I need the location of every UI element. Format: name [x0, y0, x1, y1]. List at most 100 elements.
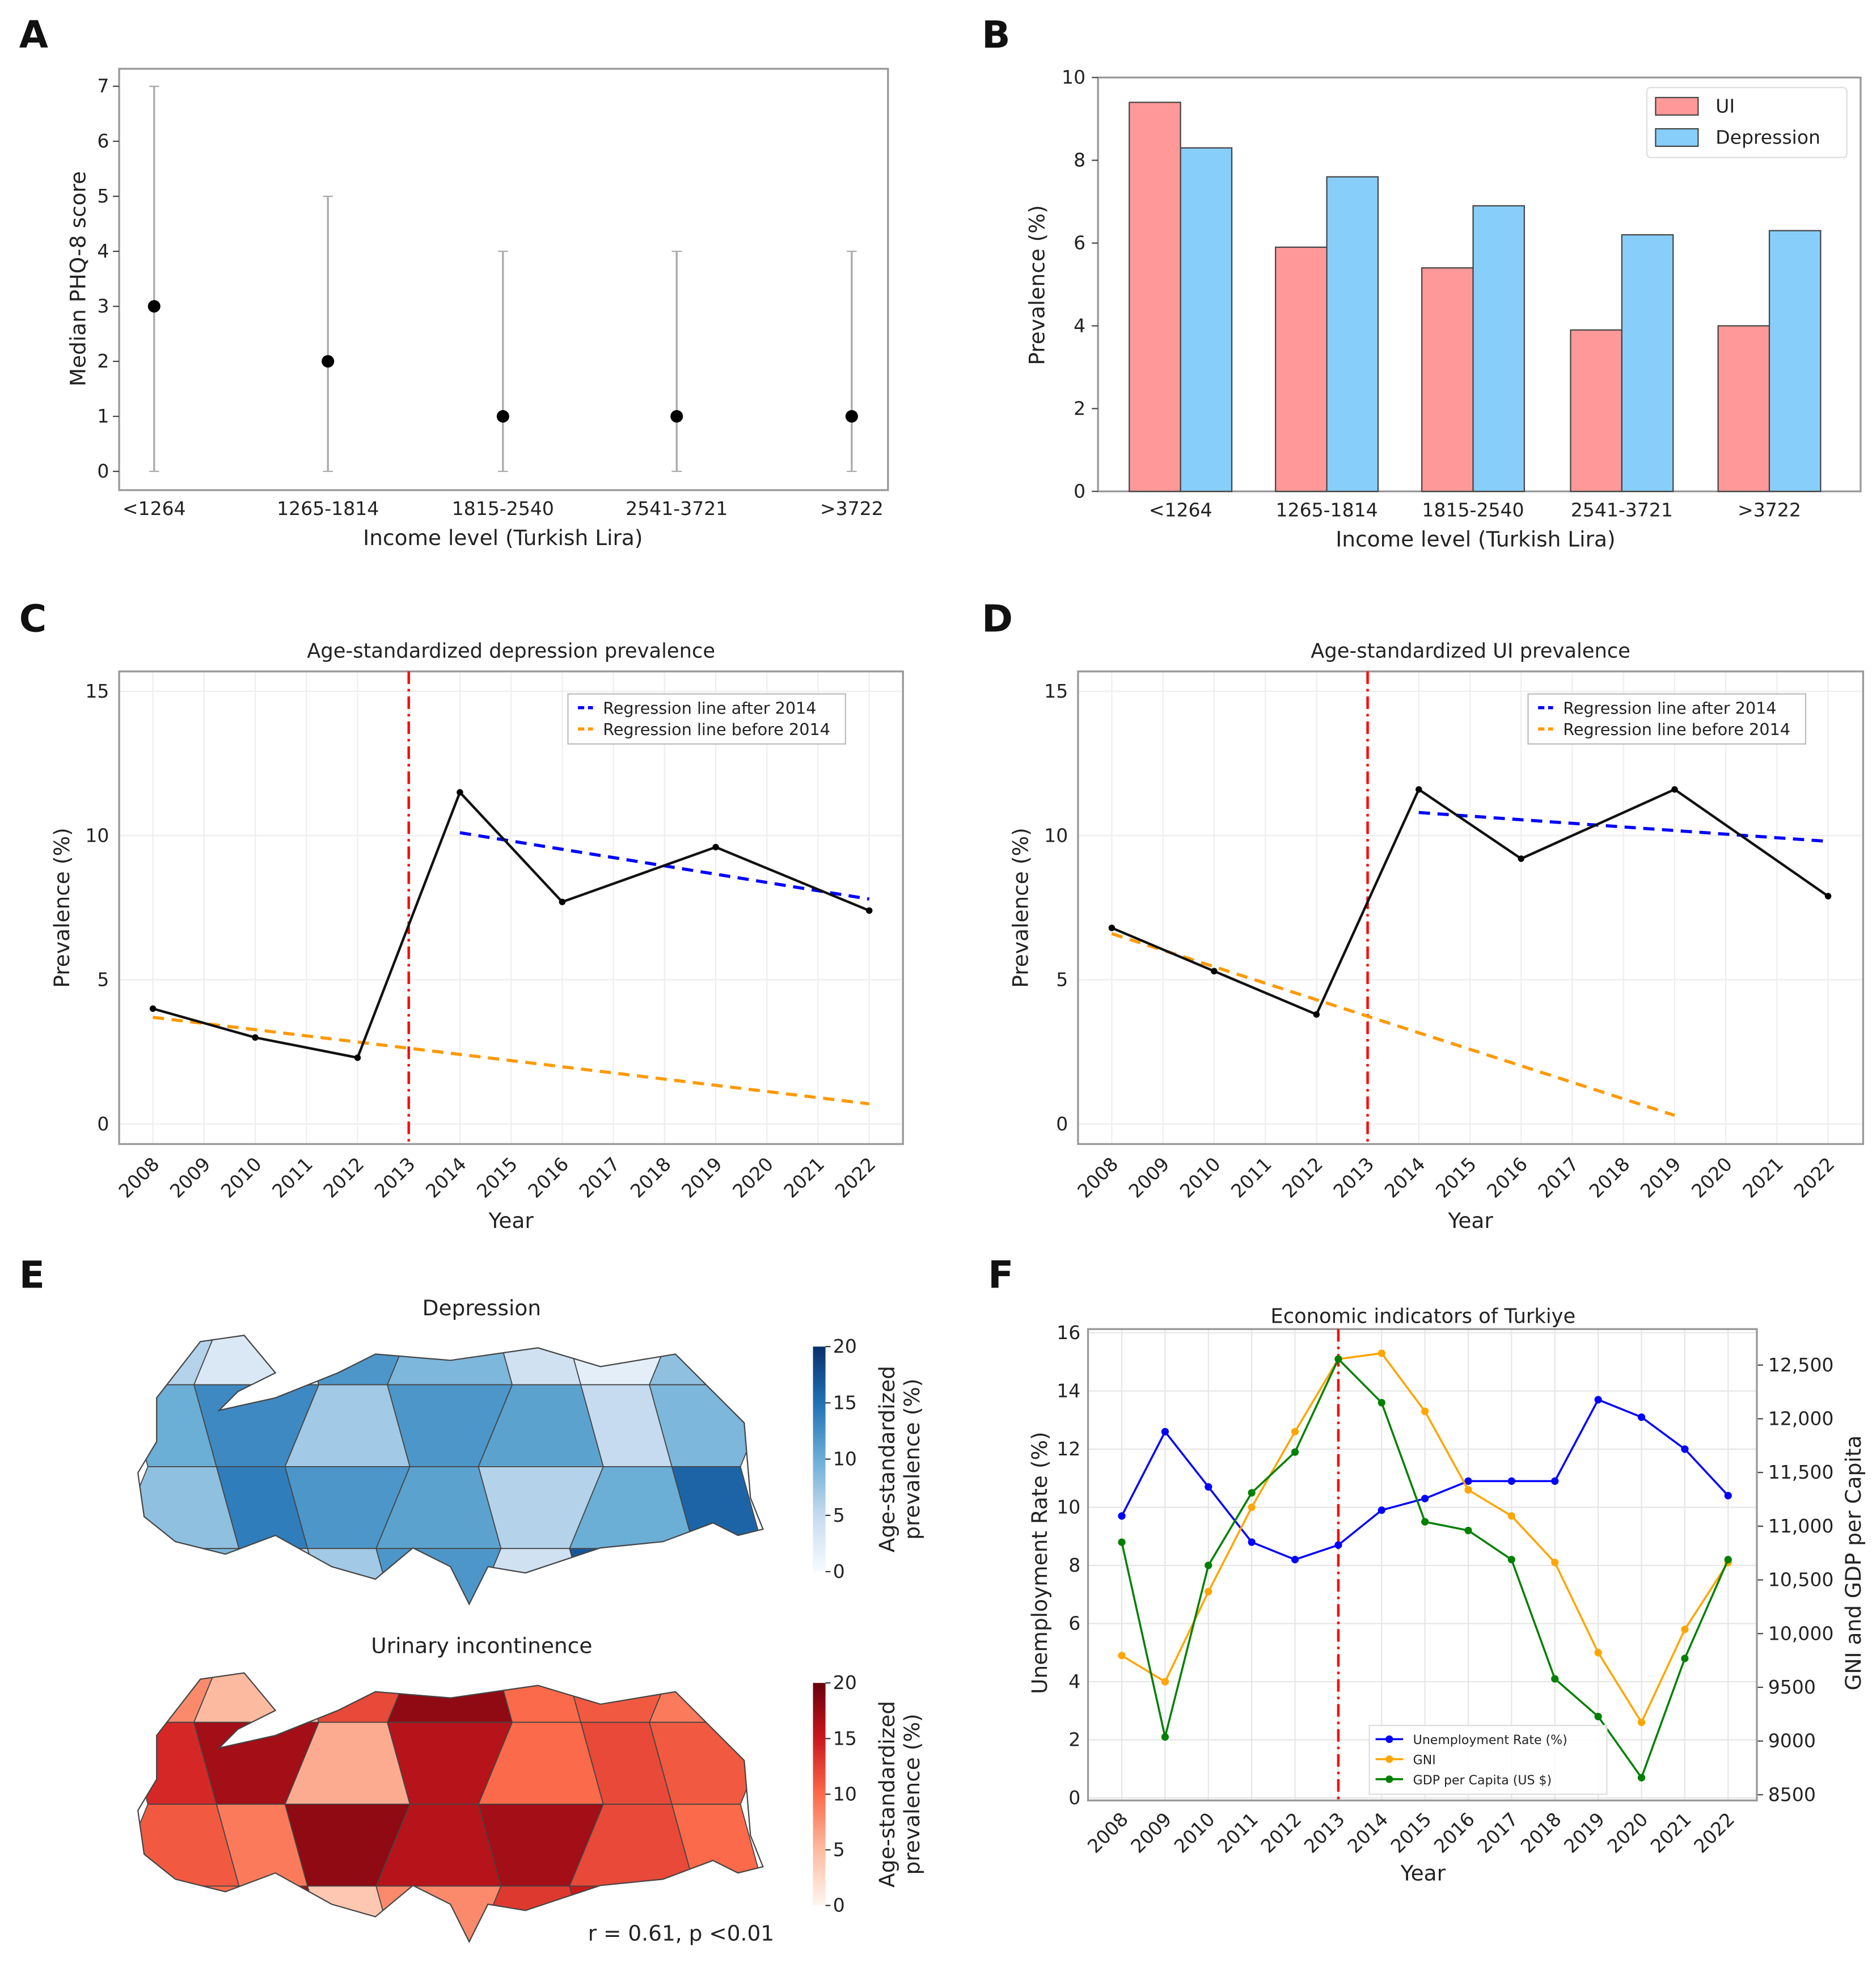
data-point: [1637, 1719, 1646, 1726]
data-point: [1724, 1492, 1732, 1500]
bar-depression: [1180, 147, 1233, 492]
panel-label: B: [982, 13, 1010, 57]
y-tick-label: 10: [1044, 824, 1068, 846]
right-y-tick-label: 9000: [1768, 1730, 1816, 1752]
data-point: [1118, 1512, 1126, 1520]
map-outline: [137, 1335, 764, 1606]
legend-box: [567, 693, 846, 745]
bar-ui: [1717, 325, 1771, 492]
x-tick-label: 2541-3721: [1571, 499, 1673, 521]
panel-label: E: [19, 1253, 45, 1297]
legend-swatch: [1655, 128, 1699, 147]
colorbar-label-line: Age-standardized: [874, 1701, 899, 1888]
colorbar-label-line: prevalence (%): [899, 1713, 924, 1875]
province-region: [671, 1466, 763, 1550]
x-tick-label: >3722: [1738, 499, 1801, 521]
y-tick-label: 7: [97, 75, 109, 97]
right-y-axis-label: GNI and GDP per Capita: [1841, 1436, 1866, 1691]
y-tick-label: 0: [1068, 1787, 1080, 1809]
x-tick-label: 2019: [1636, 1153, 1685, 1202]
colorbar-label-line: Age-standardized: [874, 1366, 899, 1552]
y-tick-label: 4: [1068, 1670, 1080, 1692]
map-regions: [138, 1335, 763, 1605]
colorbar-tick-label: 15: [833, 1727, 857, 1749]
legend-label: Unemployment Rate (%): [1413, 1733, 1567, 1747]
panel-label: F: [988, 1253, 1013, 1297]
chart-a: 0 1 2 3 4 5 6 7 <1264 1265-1814 1815-2540 2541-3721…: [66, 67, 889, 550]
x-axis-label: Year: [488, 1208, 534, 1233]
data-point: [1291, 1428, 1299, 1436]
data-point: [1421, 1407, 1429, 1416]
x-tick-label: 2015: [1386, 1808, 1435, 1858]
colorbar-tick-label: 0: [833, 1894, 845, 1916]
legend-box: [1527, 693, 1806, 745]
panel-label: C: [19, 597, 47, 640]
axes-frame: [1077, 670, 1864, 1145]
regression-line: [1111, 932, 1675, 1117]
data-point: [1334, 1541, 1342, 1549]
data-point: [1161, 1678, 1169, 1686]
x-tick-label: 2014: [421, 1153, 471, 1202]
legend: Regression line after 2014 Regression lin…: [567, 693, 846, 745]
y-tick-label: 5: [1056, 969, 1068, 991]
data-point: [1824, 893, 1832, 900]
chart-title: Economic indicators of Turkiye: [1270, 1305, 1575, 1328]
province-region: [193, 1335, 320, 1386]
x-tick-label: 2014: [1343, 1808, 1392, 1858]
x-tick-label: 1815-2540: [452, 497, 554, 520]
y-tick-label: 16: [1057, 1322, 1080, 1344]
median-point: [322, 355, 335, 368]
data-point: [1118, 1652, 1126, 1660]
data-point: [1378, 1399, 1385, 1407]
bar-depression: [1326, 176, 1379, 492]
y-tick-label: 4: [1074, 315, 1085, 337]
x-axis-label: Year: [1447, 1208, 1493, 1233]
y-tick-label: 0: [1074, 480, 1085, 502]
province-region: [193, 1673, 320, 1723]
data-point: [1118, 1538, 1126, 1546]
bar-ui: [1129, 102, 1181, 492]
data-point: [1205, 1588, 1212, 1595]
colorbar-label-line: prevalence (%): [899, 1379, 924, 1540]
legend: Regression line after 2014 Regression lin…: [1527, 693, 1806, 745]
x-tick-label: 2013: [370, 1153, 420, 1202]
y-tick-label: 10: [1057, 1496, 1080, 1518]
data-point: [712, 843, 719, 851]
province-region: [204, 1548, 331, 1605]
x-tick-label: 2008: [114, 1153, 163, 1202]
x-tick-label: 2011: [268, 1153, 317, 1202]
data-point: [149, 1005, 157, 1012]
colorbar-tick-label: 5: [833, 1839, 845, 1861]
x-tick-label: 2012: [1256, 1808, 1305, 1858]
legend-label: Regression line before 2014: [603, 720, 830, 739]
legend: UI Depression: [1646, 87, 1848, 158]
x-tick-label: 2020: [1603, 1808, 1652, 1858]
right-y-tick-label: 11,500: [1768, 1461, 1834, 1483]
data-point: [1724, 1556, 1732, 1564]
data-point: [1464, 1477, 1472, 1485]
x-tick-label: 2022: [1789, 1153, 1839, 1202]
x-tick-label: 2014: [1380, 1153, 1430, 1202]
data-point: [1507, 1477, 1515, 1485]
data-point: [252, 1034, 259, 1041]
x-tick-label: 2013: [1300, 1808, 1349, 1858]
x-tick-label: 2019: [1560, 1808, 1609, 1858]
correlation-annotation: r = 0.61, p <0.01: [588, 1920, 774, 1945]
x-tick-label: 2018: [1516, 1808, 1566, 1858]
bar-depression: [1768, 230, 1822, 492]
panel-label: D: [982, 597, 1013, 640]
y-axis-label: Unemployment Rate (%): [1027, 1432, 1052, 1694]
legend-swatch: [1655, 96, 1699, 116]
data-point: [1507, 1556, 1515, 1564]
x-tick-label: 2019: [677, 1153, 726, 1202]
province-region: [648, 1721, 763, 1805]
colorbar-tick-label: 20: [833, 1671, 857, 1694]
x-tick-label: 2010: [1170, 1808, 1219, 1858]
colorbar-label: Age-standardizedprevalence (%): [874, 1701, 924, 1888]
y-tick-label: 2: [1068, 1729, 1080, 1751]
chart-f: Economic indicators of Turkiye2008200920…: [1027, 1305, 1866, 1885]
map-title: Depression: [422, 1295, 541, 1320]
x-tick-label: 2011: [1227, 1153, 1276, 1202]
chart-title: Age-standardized depression prevalence: [307, 640, 715, 663]
